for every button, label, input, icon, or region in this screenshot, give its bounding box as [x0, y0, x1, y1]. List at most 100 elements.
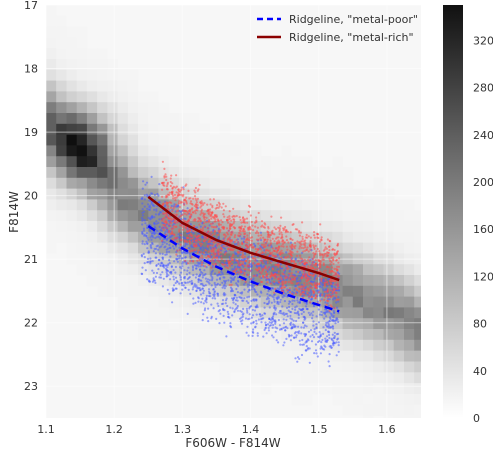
scatter-point: [254, 225, 257, 228]
scatter-point: [251, 330, 254, 333]
heatmap-cell: [342, 242, 354, 254]
heatmap-cell: [66, 199, 78, 211]
scatter-point: [186, 230, 189, 233]
scatter-point: [299, 308, 302, 311]
scatter-point: [294, 258, 297, 261]
heatmap-cell: [76, 210, 88, 222]
heatmap-cell: [414, 393, 421, 406]
scatter-point: [308, 277, 311, 280]
scatter-point: [233, 270, 236, 273]
heatmap-cell: [219, 350, 231, 362]
scatter-point: [266, 296, 269, 299]
scatter-point: [330, 289, 333, 292]
scatter-point: [168, 292, 171, 295]
heatmap-cell: [138, 199, 149, 211]
scatter-point: [183, 245, 187, 248]
scatter-point: [195, 267, 198, 270]
scatter-point: [324, 246, 327, 249]
heatmap-cell: [363, 404, 374, 416]
scatter-point: [223, 215, 226, 218]
heatmap-cell: [189, 123, 200, 135]
scatter-point: [170, 204, 173, 208]
scatter-point: [291, 318, 294, 321]
scatter-point: [230, 297, 234, 300]
heatmap-cell: [107, 264, 118, 276]
scatter-point: [317, 308, 320, 311]
heatmap-cell: [86, 48, 98, 60]
heatmap-cell: [209, 329, 221, 341]
heatmap-cell: [393, 285, 405, 297]
scatter-point: [217, 206, 220, 209]
scatter-point: [303, 282, 306, 285]
scatter-point: [198, 183, 201, 187]
scatter-point: [198, 238, 201, 242]
scatter-point: [205, 280, 208, 283]
scatter-point: [174, 219, 177, 222]
y-tick-label: 19: [24, 126, 38, 139]
scatter-point: [318, 259, 321, 262]
scatter-point: [181, 213, 184, 216]
scatter-point: [224, 299, 228, 302]
scatter-point: [221, 281, 224, 284]
scatter-point: [183, 209, 187, 213]
scatter-point: [160, 239, 164, 242]
scatter-point: [188, 276, 191, 279]
scatter-point: [240, 296, 243, 300]
scatter-point: [178, 216, 181, 219]
heatmap-cell: [332, 231, 343, 243]
scatter-point: [229, 276, 232, 279]
scatter-point: [173, 205, 176, 208]
scatter-point: [304, 261, 307, 264]
scatter-point: [271, 254, 275, 257]
heatmap-cell: [189, 307, 200, 319]
scatter-point: [187, 212, 190, 215]
heatmap-cell: [373, 329, 384, 341]
scatter-point: [302, 291, 305, 294]
scatter-point: [258, 275, 261, 278]
scatter-point: [331, 325, 334, 328]
scatter-point: [273, 240, 276, 243]
heatmap-cell: [66, 231, 78, 243]
scatter-point: [313, 264, 316, 267]
heatmap-cell: [301, 329, 313, 341]
colorbar-tick-label: 160: [473, 223, 493, 236]
scatter-point: [165, 253, 168, 256]
scatter-point: [178, 248, 181, 251]
scatter-point: [158, 258, 161, 262]
scatter-point: [267, 301, 270, 304]
scatter-point: [177, 202, 180, 205]
heatmap-cell: [46, 15, 57, 27]
heatmap-cell: [86, 242, 98, 254]
heatmap-cell: [404, 199, 415, 211]
scatter-point: [234, 272, 237, 275]
heatmap-cell: [86, 167, 98, 179]
scatter-point: [195, 240, 198, 243]
scatter-point: [213, 295, 216, 298]
scatter-point: [329, 278, 332, 281]
heatmap-cell: [199, 199, 210, 211]
scatter-point: [289, 314, 292, 317]
heatmap-cell: [260, 221, 272, 233]
scatter-point: [224, 293, 227, 296]
scatter-point: [297, 259, 300, 262]
scatter-point: [324, 345, 327, 348]
scatter-point: [232, 258, 235, 261]
scatter-point: [332, 271, 335, 274]
scatter-point: [225, 231, 229, 234]
heatmap-cell: [414, 383, 421, 395]
scatter-point: [218, 322, 221, 325]
scatter-point: [188, 240, 191, 243]
heatmap-cell: [56, 59, 67, 71]
heatmap-cell: [46, 210, 57, 222]
scatter-point: [254, 274, 257, 277]
scatter-point: [262, 243, 266, 246]
scatter-point: [143, 198, 146, 201]
scatter-point: [311, 286, 314, 289]
scatter-point: [203, 212, 206, 216]
scatter-point: [283, 269, 286, 272]
scatter-point: [263, 328, 266, 332]
scatter-point: [302, 240, 305, 243]
heatmap-cell: [219, 307, 231, 319]
heatmap-cell: [230, 275, 241, 287]
